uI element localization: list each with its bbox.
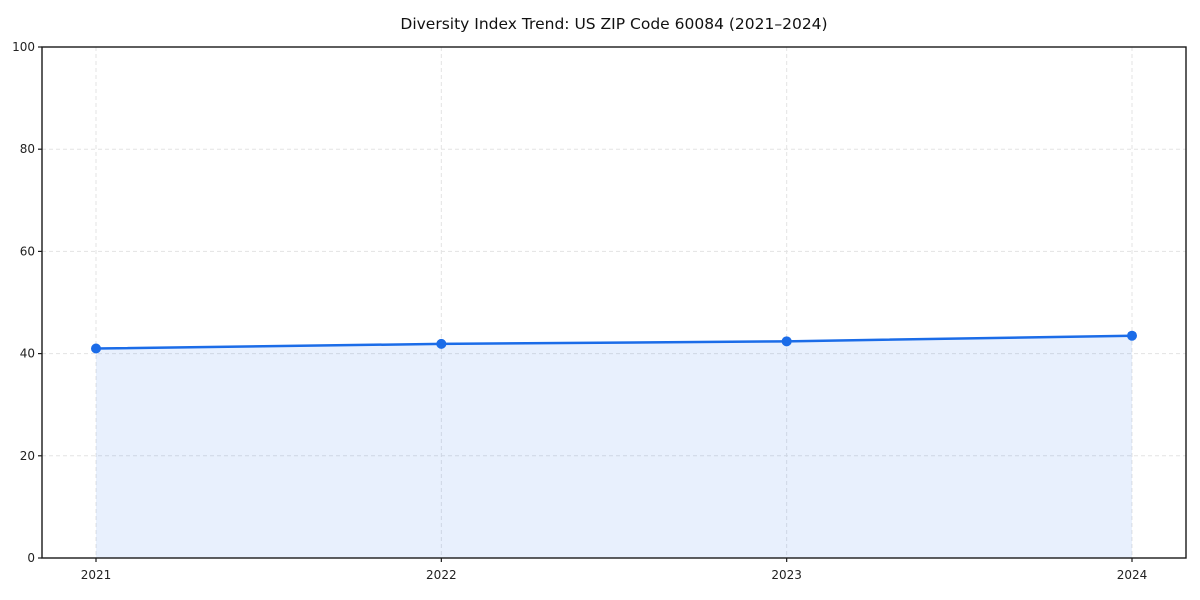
trend-line xyxy=(94,334,1134,350)
plot-border xyxy=(41,46,1187,559)
gridlines xyxy=(42,47,1186,558)
x-axis: 2021 2022 2023 2024 xyxy=(81,558,1148,582)
chart-title: Diversity Index Trend: US ZIP Code 60084… xyxy=(400,15,827,33)
x-tick-label-2021: 2021 xyxy=(81,568,112,582)
y-tick-label-60: 60 xyxy=(20,244,35,258)
x-tick-label-2024: 2024 xyxy=(1117,568,1148,582)
data-point-2024 xyxy=(1127,330,1137,341)
y-tick-label-20: 20 xyxy=(20,449,35,463)
y-tick-label-80: 80 xyxy=(20,142,35,156)
data-point-2023 xyxy=(781,336,792,347)
data-point-2021 xyxy=(91,343,101,354)
y-tick-label-40: 40 xyxy=(20,347,35,361)
y-tick-label-100: 100 xyxy=(12,40,35,54)
y-tick-label-0: 0 xyxy=(27,551,35,565)
area-fill xyxy=(96,335,1132,558)
x-tick-label-2023: 2023 xyxy=(771,568,802,582)
data-point-2022 xyxy=(436,338,447,349)
x-tick-label-2022: 2022 xyxy=(426,568,457,582)
y-axis: 0 20 40 60 80 100 xyxy=(12,40,42,565)
